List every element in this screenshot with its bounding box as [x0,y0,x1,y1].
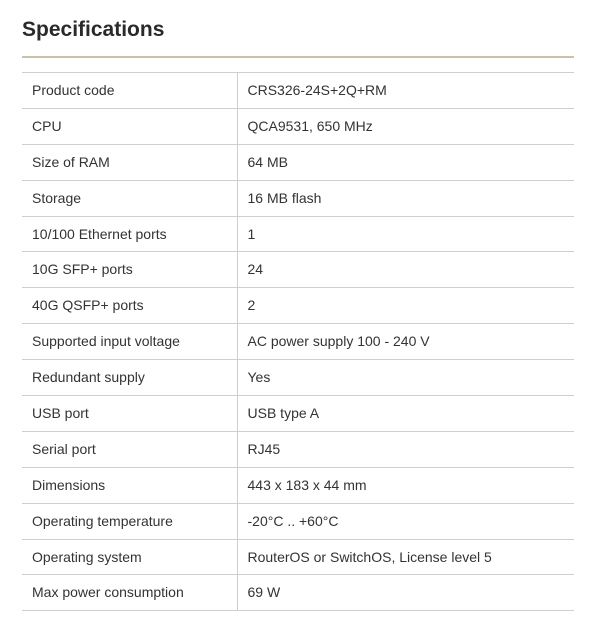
table-row: Operating temperature-20°C .. +60°C [22,503,574,539]
table-row: 10/100 Ethernet ports1 [22,216,574,252]
spec-value: 64 MB [237,144,574,180]
spec-value: 1 [237,216,574,252]
spec-key: 40G QSFP+ ports [22,288,237,324]
table-row: USB portUSB type A [22,396,574,432]
spec-value: Yes [237,360,574,396]
table-row: 10G SFP+ ports24 [22,252,574,288]
spec-key: Serial port [22,431,237,467]
spec-key: Size of RAM [22,144,237,180]
spec-value: RJ45 [237,431,574,467]
spec-key: USB port [22,396,237,432]
spec-value: CRS326-24S+2Q+RM [237,73,574,109]
spec-key: Operating system [22,539,237,575]
spec-key: Product code [22,73,237,109]
table-row: Max power consumption69 W [22,575,574,611]
spec-value: -20°C .. +60°C [237,503,574,539]
spec-key: Max power consumption [22,575,237,611]
spec-value: 2 [237,288,574,324]
table-row: Storage16 MB flash [22,180,574,216]
spec-key: Supported input voltage [22,324,237,360]
spec-value: 16 MB flash [237,180,574,216]
spec-value: 69 W [237,575,574,611]
table-row: Dimensions443 x 183 x 44 mm [22,467,574,503]
specifications-table-body: Product codeCRS326-24S+2Q+RM CPUQCA9531,… [22,73,574,611]
spec-key: Operating temperature [22,503,237,539]
spec-value: 24 [237,252,574,288]
title-underline [22,56,574,58]
spec-key: Redundant supply [22,360,237,396]
spec-key: 10G SFP+ ports [22,252,237,288]
spec-key: CPU [22,108,237,144]
spec-value: 443 x 183 x 44 mm [237,467,574,503]
spec-key: Dimensions [22,467,237,503]
table-row: Product codeCRS326-24S+2Q+RM [22,73,574,109]
table-row: Size of RAM64 MB [22,144,574,180]
section-title: Specifications [22,18,574,42]
table-row: 40G QSFP+ ports2 [22,288,574,324]
table-row: CPUQCA9531, 650 MHz [22,108,574,144]
spec-key: Storage [22,180,237,216]
specifications-table: Product codeCRS326-24S+2Q+RM CPUQCA9531,… [22,72,574,611]
table-row: Supported input voltageAC power supply 1… [22,324,574,360]
spec-value: QCA9531, 650 MHz [237,108,574,144]
spec-key: 10/100 Ethernet ports [22,216,237,252]
table-row: Serial portRJ45 [22,431,574,467]
table-row: Redundant supplyYes [22,360,574,396]
spec-value: AC power supply 100 - 240 V [237,324,574,360]
spec-value: USB type A [237,396,574,432]
table-row: Operating systemRouterOS or SwitchOS, Li… [22,539,574,575]
spec-value: RouterOS or SwitchOS, License level 5 [237,539,574,575]
